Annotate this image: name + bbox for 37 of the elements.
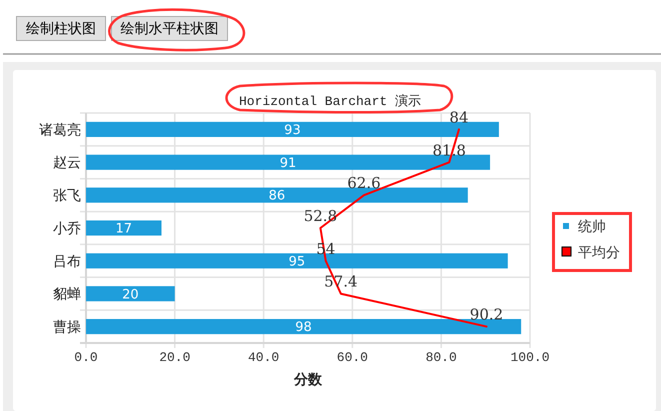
data-label: 20 bbox=[122, 287, 139, 302]
data-label: 84 bbox=[449, 108, 469, 126]
data-label: 90.2 bbox=[470, 306, 504, 324]
x-tick-label: 0.0 bbox=[74, 350, 98, 365]
data-label: 52.8 bbox=[304, 207, 338, 225]
bar bbox=[86, 253, 508, 268]
bar bbox=[86, 154, 490, 170]
x-axis-title: 分数 bbox=[293, 372, 323, 388]
button[interactable]: 绘制柱状图 bbox=[16, 16, 106, 41]
data-label: 98 bbox=[295, 320, 312, 336]
y-tick-label: 吕布 bbox=[53, 254, 81, 270]
data-label: 17 bbox=[115, 222, 132, 237]
bar bbox=[86, 220, 162, 236]
bar bbox=[86, 319, 522, 334]
data-label: 95 bbox=[288, 254, 306, 270]
legend-label: 平均分 bbox=[578, 244, 620, 261]
button[interactable]: 绘制水平柱状图 bbox=[111, 16, 228, 41]
y-tick-label: 小乔 bbox=[53, 220, 81, 237]
x-tick-label: 60.0 bbox=[336, 350, 368, 365]
chart-title: Horizontal Barchart 演示 bbox=[238, 94, 422, 109]
data-label: 86 bbox=[268, 188, 286, 204]
bar bbox=[86, 122, 499, 137]
y-tick-label: 张飞 bbox=[53, 188, 81, 204]
data-label: 91 bbox=[280, 156, 296, 171]
y-tick-label: 曹操 bbox=[53, 319, 81, 336]
bar bbox=[86, 286, 175, 302]
x-tick-label: 80.0 bbox=[426, 350, 457, 365]
data-label: 93 bbox=[284, 122, 301, 138]
x-tick-label: 100.0 bbox=[510, 350, 550, 365]
legend-label: 统帅 bbox=[578, 218, 606, 235]
bar bbox=[86, 188, 468, 203]
data-label: 62.6 bbox=[347, 174, 381, 192]
x-tick-label: 40.0 bbox=[248, 350, 280, 365]
y-tick-label: 赵云 bbox=[53, 155, 81, 172]
x-tick-label: 20.0 bbox=[159, 350, 190, 365]
y-tick-label: 貂蝉 bbox=[53, 286, 81, 303]
y-tick-label: 诸葛亮 bbox=[39, 122, 81, 138]
